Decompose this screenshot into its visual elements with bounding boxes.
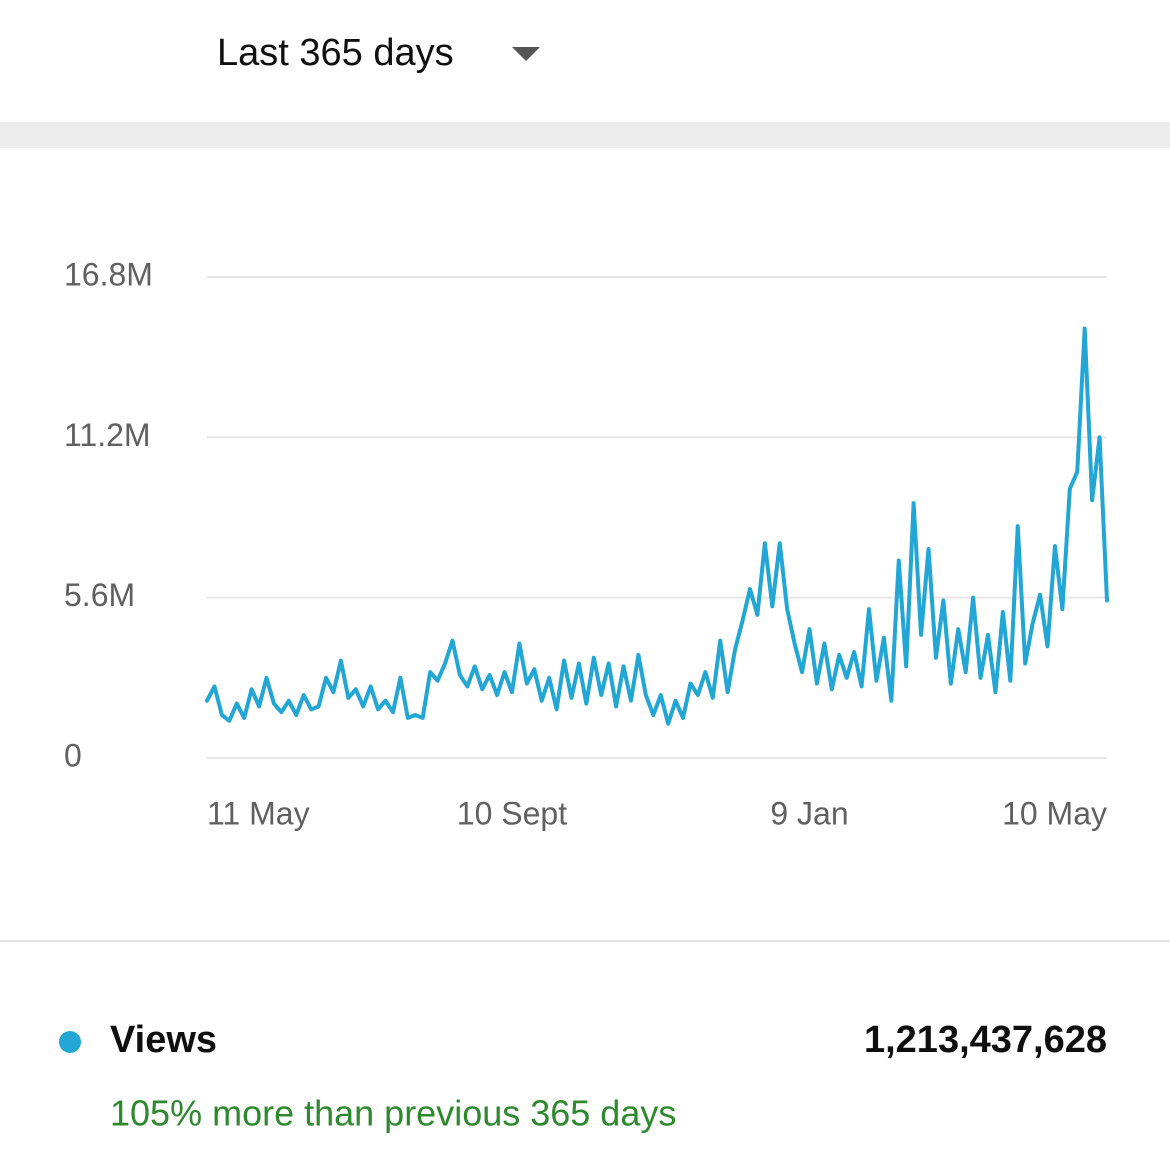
header-bar xyxy=(0,0,1170,122)
comparison-text: 105% more than previous 365 days xyxy=(110,1093,676,1134)
x-tick-label: 10 Sept xyxy=(457,795,567,831)
period-dropdown[interactable]: Last 365 days xyxy=(217,32,540,74)
y-tick-label: 16.8M xyxy=(64,256,153,292)
x-tick-label: 10 May xyxy=(1002,795,1107,831)
line-series xyxy=(205,326,1109,726)
legend-label: Views xyxy=(110,1019,217,1061)
divider-band xyxy=(0,122,1170,148)
total-views: 1,213,437,628 xyxy=(864,1019,1107,1061)
y-tick-label: 5.6M xyxy=(64,577,135,613)
x-tick-label: 9 Jan xyxy=(770,795,848,831)
y-tick-label: 0 xyxy=(64,737,82,773)
plot: 0 5.6M 11.2M 16.8M 11 May 10 Sept 9 Jan 10 May xyxy=(64,256,1109,831)
dropdown-arrow[interactable] xyxy=(512,47,540,61)
period-label[interactable]: Last 365 days xyxy=(217,32,454,74)
y-tick-label: 11.2M xyxy=(64,417,151,453)
x-tick-label: 11 May xyxy=(207,795,310,831)
legend-dot xyxy=(59,1031,81,1053)
